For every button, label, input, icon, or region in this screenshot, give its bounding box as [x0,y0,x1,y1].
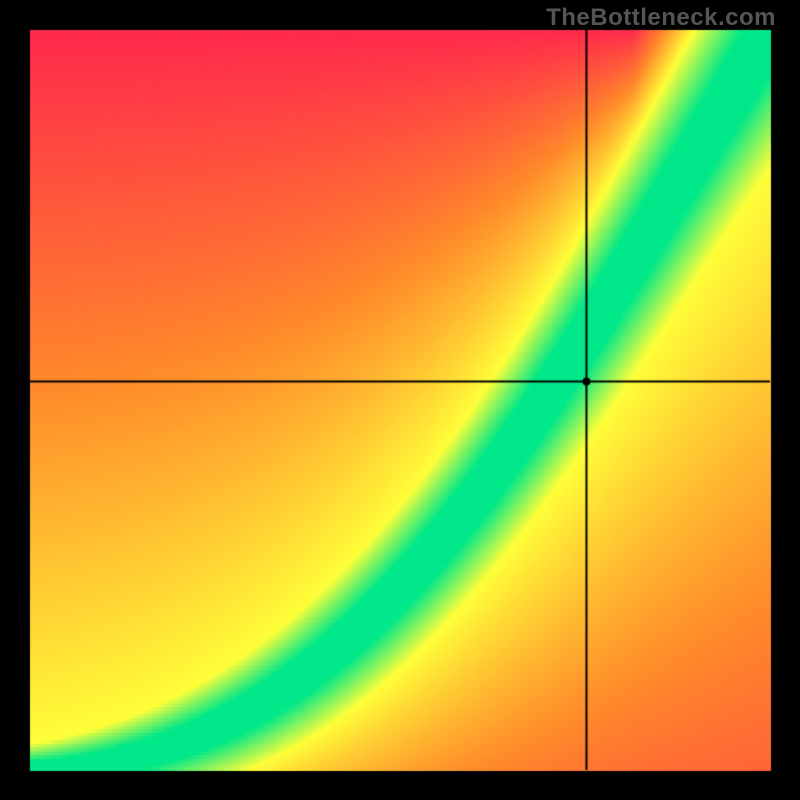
watermark-text: TheBottleneck.com [546,4,776,32]
chart-container: TheBottleneck.com [0,0,800,800]
heatmap-canvas [0,0,800,800]
